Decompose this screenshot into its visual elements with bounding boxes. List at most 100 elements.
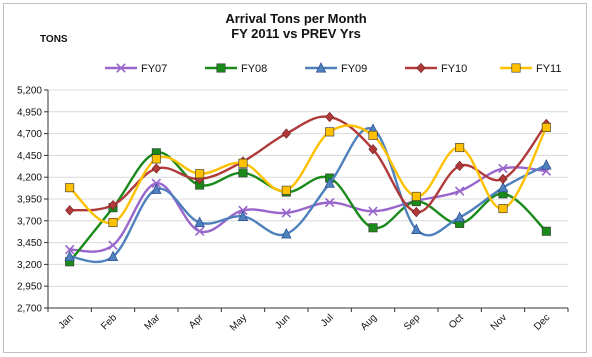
y-tick-labels: 2,700 2,950 3,200 3,450 3,700 3,950 4,200 4,450… xyxy=(17,86,42,315)
marker-stroke xyxy=(238,205,248,216)
legend-label: FY10 xyxy=(441,63,467,75)
x-tick-label: Jul xyxy=(319,312,336,329)
y-tick-label: 4,950 xyxy=(17,107,42,118)
data-point-fy11 xyxy=(455,143,465,153)
y-axis-label: TONS xyxy=(40,34,68,45)
data-point-fy11 xyxy=(368,130,378,140)
marker-stroke xyxy=(151,178,162,189)
x-tick-label: May xyxy=(228,312,249,333)
data-point-fy10 xyxy=(411,206,421,218)
data-point-fy11 xyxy=(238,158,248,168)
marker-stroke xyxy=(454,186,465,196)
marker-stroke xyxy=(498,163,508,174)
x-tick-label: Jan xyxy=(57,312,76,331)
data-point-fy09 xyxy=(107,250,119,262)
data-point-fy10 xyxy=(498,173,508,185)
data-point-fy07 xyxy=(324,197,335,208)
data-point-fy10 xyxy=(325,111,335,123)
data-point-fy11 xyxy=(65,183,75,193)
y-tick-label: 5,200 xyxy=(17,86,42,97)
x-tick-label: Mar xyxy=(142,312,162,332)
marker-stroke xyxy=(281,208,292,218)
data-point-fy11 xyxy=(151,154,161,164)
marker-stroke xyxy=(324,197,335,208)
series-line-fy11 xyxy=(68,124,548,225)
axes xyxy=(44,89,569,312)
data-point-fy11 xyxy=(498,204,508,214)
data-point-fy11 xyxy=(541,122,551,132)
y-tick-label: 4,200 xyxy=(17,173,42,184)
marker-stroke xyxy=(368,206,378,216)
series-fy09 xyxy=(64,123,552,264)
data-point-fy07 xyxy=(194,226,205,237)
legend-marker xyxy=(416,62,426,74)
data-point-fy11 xyxy=(325,127,335,137)
data-point-fy09 xyxy=(541,159,552,170)
y-tick-label: 3,200 xyxy=(17,260,42,271)
data-point-fy10 xyxy=(368,144,378,155)
data-point-fy09 xyxy=(454,211,465,222)
marker-stroke xyxy=(64,244,75,255)
x-tick-label: Aug xyxy=(359,312,379,332)
legend-label: FY07 xyxy=(141,63,167,75)
data-point-fy09 xyxy=(324,177,335,188)
data-point-fy09 xyxy=(194,216,205,228)
data-point-fy10 xyxy=(108,199,118,211)
data-point-fy11 xyxy=(281,185,291,195)
x-tick-labels: Jan Feb Mar Apr May Jun Jul Aug Sep Oct Nov Dec xyxy=(57,312,553,334)
y-tick-label: 3,450 xyxy=(17,238,42,249)
y-tick-label: 2,700 xyxy=(17,304,42,315)
series-fy11 xyxy=(65,122,551,228)
legend-label: FY08 xyxy=(241,63,267,75)
series-line-fy09 xyxy=(69,127,547,264)
x-tick-label: Dec xyxy=(532,312,552,332)
chart-title: Arrival Tons per Month xyxy=(225,11,367,26)
marker-stroke xyxy=(194,226,205,237)
data-point-fy10 xyxy=(281,128,291,139)
legend-entry-fy09: FY09 xyxy=(305,62,367,75)
legend-marker xyxy=(315,62,327,73)
legend-entry-fy11: FY11 xyxy=(500,63,561,75)
legend-entry-fy08: FY08 xyxy=(205,63,267,75)
legend-marker xyxy=(216,63,226,73)
data-point-fy09 xyxy=(237,210,249,221)
data-point-fy08 xyxy=(541,226,551,236)
x-tick-label: Nov xyxy=(489,312,509,332)
y-tick-label: 3,700 xyxy=(17,216,42,227)
legend: FY07 FY08 FY09 FY10 FY11 xyxy=(105,62,561,75)
x-tick-label: Oct xyxy=(447,312,466,331)
data-point-fy11 xyxy=(195,169,205,179)
series-fy10 xyxy=(65,111,551,218)
series-fy07 xyxy=(64,163,552,255)
data-point-fy07 xyxy=(238,205,248,216)
legend-marker xyxy=(116,63,126,73)
data-point-fy09 xyxy=(151,183,162,194)
y-tick-label: 2,950 xyxy=(17,282,42,293)
legend-marker xyxy=(511,63,521,73)
grid-lines xyxy=(48,89,568,309)
data-point-fy07 xyxy=(498,163,508,174)
y-tick-label: 4,700 xyxy=(17,129,42,140)
marker-stroke xyxy=(116,63,126,73)
x-tick-label: Apr xyxy=(187,312,206,331)
data-point-fy07 xyxy=(64,244,75,255)
legend-label: FY11 xyxy=(536,63,561,75)
data-point-fy07 xyxy=(454,186,465,196)
data-point-fy07 xyxy=(281,208,292,218)
data-point-fy07 xyxy=(151,178,162,189)
legend-entry-fy10: FY10 xyxy=(405,62,467,75)
data-point-fy09 xyxy=(281,228,292,239)
series-group xyxy=(64,111,552,267)
data-point-fy11 xyxy=(108,218,118,228)
data-point-fy09 xyxy=(64,250,75,262)
y-tick-label: 3,950 xyxy=(17,195,42,206)
chart-subtitle: FY 2011 vs PREV Yrs xyxy=(231,26,361,41)
data-point-fy07 xyxy=(368,206,378,216)
y-tick-label: 4,450 xyxy=(17,151,42,162)
x-tick-label: Jun xyxy=(273,312,292,331)
legend-label: FY09 xyxy=(341,63,367,75)
x-tick-label: Feb xyxy=(99,312,119,332)
data-point-fy11 xyxy=(411,191,421,201)
marker-stroke xyxy=(108,240,118,250)
